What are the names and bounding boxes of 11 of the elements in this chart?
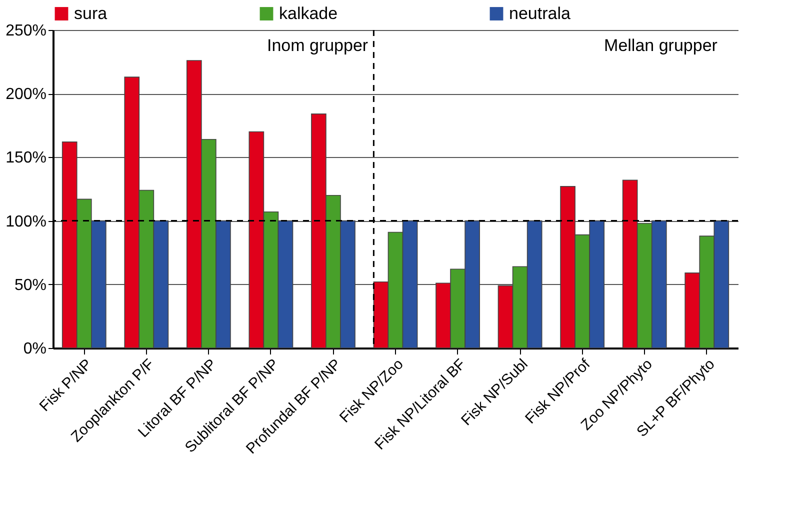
annotation: Inom grupper (266, 36, 368, 55)
y-tick-label: 200% (6, 86, 46, 104)
y-tick-label: 100% (6, 213, 46, 230)
y-tick-label: 150% (6, 150, 46, 167)
legend-label: sura (74, 4, 108, 23)
y-tick-label: 50% (14, 276, 46, 294)
legend-label: neutrala (509, 4, 571, 23)
annotation: Mellan grupper (604, 36, 718, 55)
y-tick-label: 250% (6, 22, 46, 40)
y-tick-label: 0% (23, 340, 46, 358)
legend-label: kalkade (279, 4, 338, 23)
